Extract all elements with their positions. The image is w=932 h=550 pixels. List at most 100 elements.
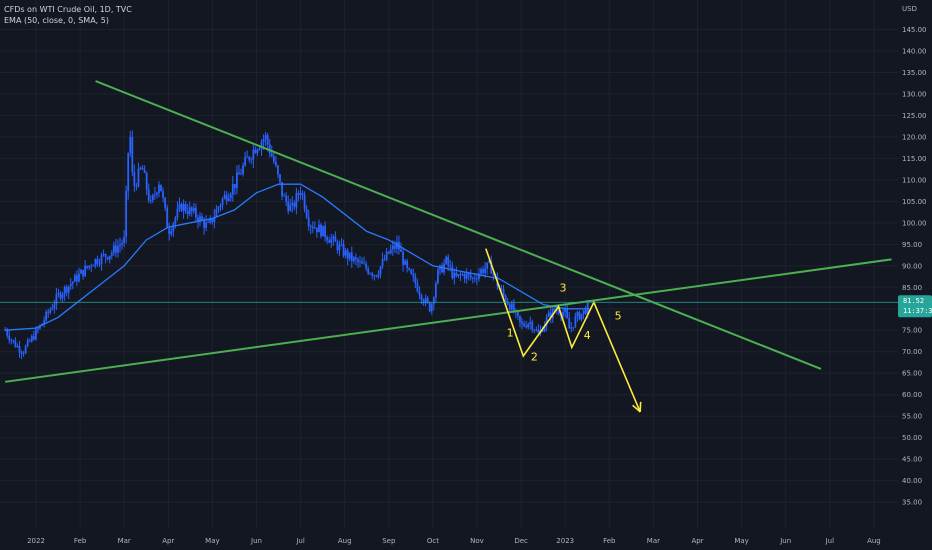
y-tick-label: 100.00: [902, 219, 927, 227]
candle-body: [453, 272, 456, 278]
candle-body: [274, 161, 277, 166]
candle-body: [164, 197, 167, 208]
candle-body: [289, 205, 292, 211]
candle-body: [149, 200, 152, 201]
candle-body: [135, 185, 138, 187]
ascending-support-trendline[interactable]: [4, 258, 892, 383]
candle-body: [582, 310, 585, 314]
candle-body: [192, 207, 195, 212]
candle-body: [490, 261, 493, 274]
x-tick-label: Apr: [691, 537, 703, 545]
candle-body: [461, 274, 464, 276]
candle-body: [416, 283, 419, 292]
candle-body: [371, 273, 374, 276]
candle-body: [211, 217, 214, 222]
candle-body: [393, 245, 396, 249]
candle-body: [176, 208, 179, 218]
symbol-title[interactable]: CFDs on WTI Crude Oil, 1D, TVC: [4, 5, 132, 14]
y-tick-label: 110.00: [902, 176, 927, 184]
candle-body: [18, 346, 21, 353]
wave-path[interactable]: [485, 248, 641, 413]
candle-body: [527, 323, 530, 328]
candle-body: [125, 190, 128, 237]
x-tick-label: Aug: [867, 537, 881, 545]
candle-body: [354, 257, 357, 260]
candle-body: [53, 304, 56, 309]
candle-body: [114, 245, 117, 253]
candle-body: [352, 257, 355, 262]
x-tick-label: May: [734, 537, 748, 545]
candle-body: [373, 275, 376, 277]
candle-body: [449, 265, 452, 267]
candle-body: [303, 194, 306, 210]
candle-body: [535, 329, 538, 331]
candle-body: [412, 273, 415, 277]
candle-body: [406, 260, 409, 269]
candle-body: [305, 209, 308, 218]
candle-body: [430, 304, 433, 312]
bar-countdown: 11:37:36: [903, 307, 932, 315]
y-tick-label: 135.00: [902, 69, 927, 77]
candle-body: [258, 148, 261, 150]
x-tick-label: 2022: [27, 537, 45, 545]
candle-body: [330, 239, 333, 243]
candle-body: [381, 259, 384, 267]
candle-body: [236, 172, 238, 188]
candle-body: [65, 286, 68, 293]
candle-body: [326, 237, 329, 241]
trendlines: [4, 80, 892, 383]
candle-body: [49, 309, 52, 313]
candle-body: [32, 336, 35, 340]
candle-body: [28, 340, 31, 342]
candle-body: [47, 311, 50, 313]
candle-body: [209, 217, 212, 223]
candle-body: [277, 165, 279, 175]
ema-line[interactable]: [5, 183, 590, 331]
elliott-wave: 1 2 3 4 5: [485, 248, 642, 413]
candle-body: [174, 217, 177, 224]
candle-body: [564, 308, 566, 313]
candle-body: [549, 312, 552, 319]
time-axis[interactable]: 2022 Feb Mar Apr May Jun Jul Aug Sep Oct Nov Dec 202…: [27, 537, 881, 545]
candle-body: [262, 139, 265, 142]
candle-body: [188, 207, 191, 214]
candle-body: [160, 184, 162, 192]
candle-body: [80, 269, 82, 274]
candle-body: [78, 273, 80, 282]
candle-body: [131, 137, 134, 172]
descending-resistance-trendline[interactable]: [95, 80, 822, 370]
candle-body: [359, 261, 361, 263]
candle-body: [422, 300, 425, 304]
candle-body: [369, 273, 372, 275]
wave-arrowhead: [639, 401, 642, 412]
candle-body: [340, 244, 343, 246]
wave-arrowhead: [632, 404, 641, 413]
y-tick-label: 90.00: [902, 262, 922, 270]
candle-body: [190, 207, 193, 212]
ema-indicator-label[interactable]: EMA (50, close, 0, SMA, 5): [4, 16, 109, 25]
x-tick-label: Mar: [647, 537, 660, 545]
candle-body: [168, 228, 171, 235]
price-axis[interactable]: USD 35.00 40.00 45.00 50.00 55.00 60.00 65.00 70…: [898, 5, 932, 507]
wave-label-5: 5: [615, 310, 622, 323]
candle-body: [182, 204, 185, 211]
candle-body: [264, 135, 267, 140]
candle-body: [383, 259, 386, 261]
wave-label-3: 3: [559, 282, 566, 295]
y-tick-label: 140.00: [902, 47, 927, 55]
candle-body: [387, 251, 390, 254]
candle-body: [309, 226, 312, 228]
candle-body: [283, 195, 285, 197]
candle-body: [254, 149, 257, 154]
x-tick-label: Feb: [603, 537, 616, 545]
candle-body: [108, 255, 111, 260]
candle-body: [268, 144, 271, 154]
candle-body: [385, 251, 388, 260]
y-tick-label: 125.00: [902, 112, 927, 120]
candle-body: [16, 346, 19, 347]
candle-body: [238, 172, 240, 175]
candle-body: [367, 268, 370, 274]
y-tick-label: 105.00: [902, 198, 927, 206]
candle-body: [153, 194, 156, 196]
